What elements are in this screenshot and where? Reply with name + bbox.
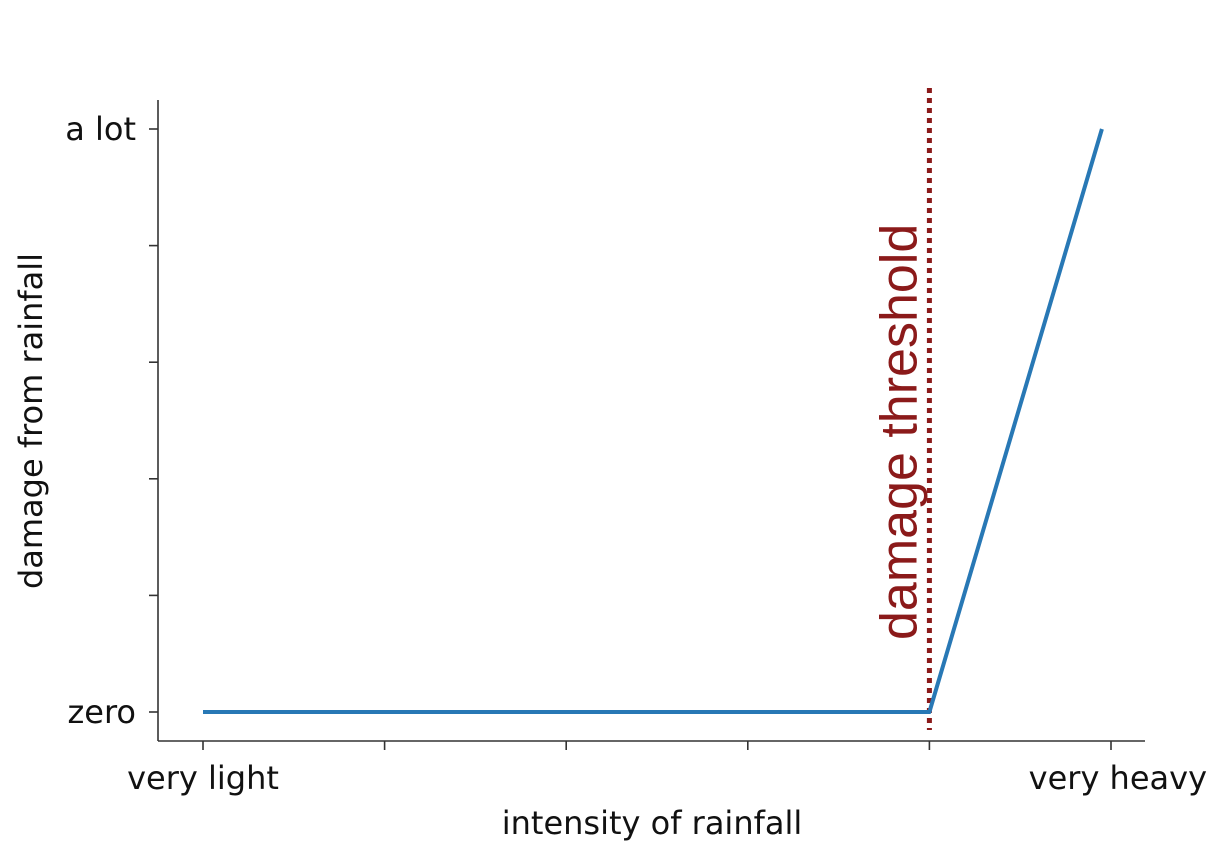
- x-ticks: very light very heavy: [127, 741, 1207, 797]
- series-line: [203, 128, 1104, 714]
- x-axis-label: intensity of rainfall: [502, 804, 803, 842]
- threshold-group: damage threshold: [870, 88, 932, 730]
- x-tick-label: very heavy: [1029, 759, 1207, 797]
- threshold-label: damage threshold: [870, 224, 928, 640]
- axes: [157, 100, 1145, 742]
- series-group: [203, 128, 1104, 714]
- y-tick-label: zero: [67, 693, 136, 731]
- x-tick-label: very light: [127, 759, 279, 797]
- y-ticks: zero a lot: [65, 110, 158, 731]
- y-axis-label: damage from rainfall: [12, 253, 50, 589]
- y-tick-label: a lot: [65, 110, 136, 148]
